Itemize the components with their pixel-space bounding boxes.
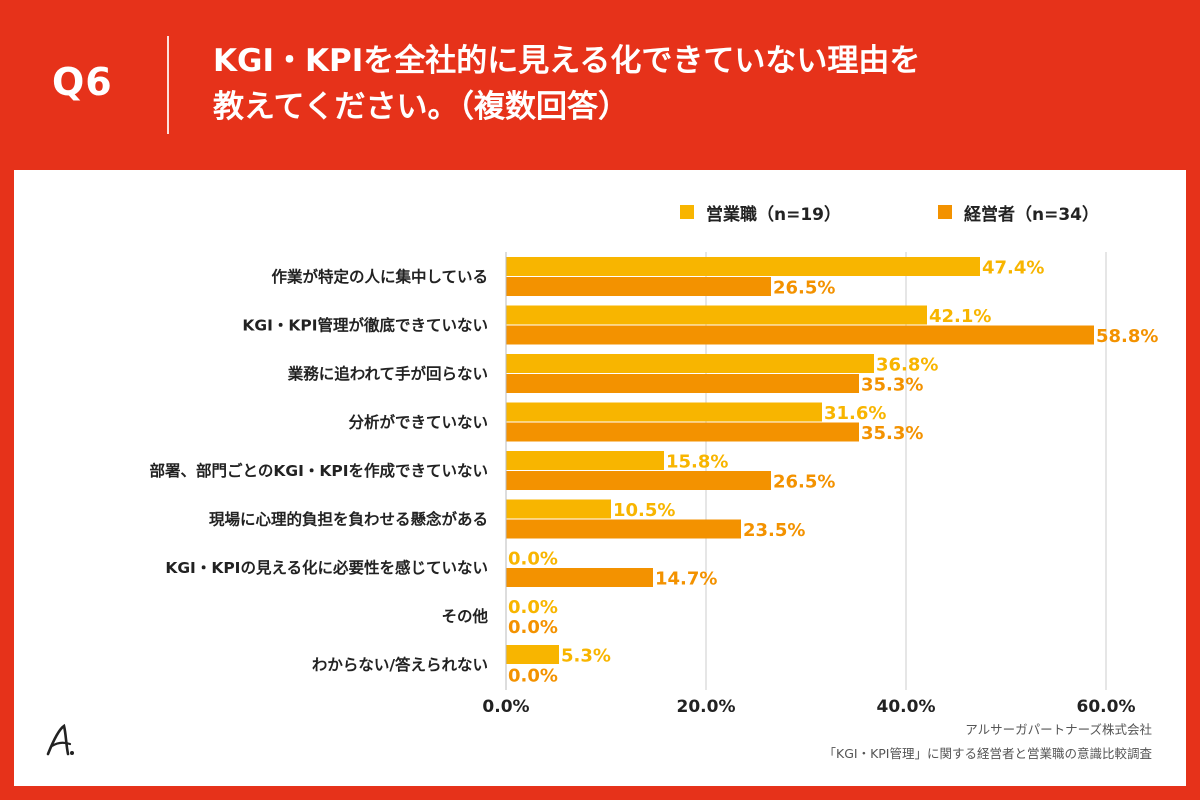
logo-mark-icon bbox=[46, 723, 74, 756]
x-tick-label: 20.0% bbox=[677, 697, 736, 717]
legend-item-sales: 営業職（n=19） bbox=[680, 200, 842, 225]
legend-swatch-executive bbox=[938, 205, 952, 219]
data-label: 26.5% bbox=[773, 278, 835, 299]
data-label: 0.0% bbox=[508, 666, 558, 687]
bar bbox=[506, 471, 771, 490]
bar bbox=[506, 374, 859, 393]
legend-item-executive: 経営者（n=34） bbox=[938, 200, 1100, 225]
data-label: 0.0% bbox=[508, 549, 558, 570]
data-label: 10.5% bbox=[613, 500, 675, 521]
source-company: アルサーガパートナーズ株式会社 bbox=[965, 722, 1152, 737]
data-label: 42.1% bbox=[929, 306, 991, 327]
data-label: 15.8% bbox=[666, 452, 728, 473]
bar bbox=[506, 354, 874, 373]
category-label: その他 bbox=[441, 607, 488, 626]
question-number: Q6 bbox=[52, 60, 113, 104]
legend-label-executive: 経営者（n=34） bbox=[964, 204, 1100, 225]
data-label: 23.5% bbox=[743, 520, 805, 541]
category-label: わからない/答えられない bbox=[312, 655, 488, 674]
legend-swatch-sales bbox=[680, 205, 694, 219]
x-tick-label: 0.0% bbox=[482, 697, 529, 717]
bar bbox=[506, 402, 822, 422]
title-line-1: KGI・KPIを全社的に見える化できていない理由を bbox=[213, 43, 921, 79]
bar bbox=[506, 277, 771, 296]
data-label: 58.8% bbox=[1096, 326, 1158, 347]
header-divider bbox=[167, 36, 169, 134]
data-label: 36.8% bbox=[876, 355, 938, 376]
data-label: 5.3% bbox=[561, 646, 611, 667]
data-label: 47.4% bbox=[982, 258, 1044, 279]
bar bbox=[506, 499, 611, 519]
bar bbox=[506, 325, 1094, 345]
source-credit: アルサーガパートナーズ株式会社 「KGI・KPI管理」に関する経営者と営業職の意… bbox=[824, 718, 1153, 766]
data-label: 31.6% bbox=[824, 403, 886, 424]
company-logo bbox=[42, 720, 78, 760]
data-label: 26.5% bbox=[773, 472, 835, 493]
category-label: KGI・KPI管理が徹底できていない bbox=[242, 316, 488, 335]
bar bbox=[506, 305, 927, 325]
legend-label-sales: 営業職（n=19） bbox=[706, 204, 842, 225]
category-label: 部署、部門ごとのKGI・KPIを作成できていない bbox=[150, 461, 489, 480]
source-survey: 「KGI・KPI管理」に関する経営者と営業職の意識比較調査 bbox=[823, 746, 1153, 761]
x-tick-label: 40.0% bbox=[877, 697, 936, 717]
category-label: 分析ができていない bbox=[348, 413, 488, 432]
x-tick-label: 60.0% bbox=[1077, 697, 1136, 717]
header: Q6 KGI・KPIを全社的に見える化できていない理由を 教えてください。（複数… bbox=[0, 0, 1200, 168]
category-label: 現場に心理的負担を負わせる懸念がある bbox=[209, 510, 488, 529]
bar bbox=[506, 257, 980, 276]
page-title: KGI・KPIを全社的に見える化できていない理由を 教えてください。（複数回答） bbox=[213, 38, 1153, 130]
category-label: KGI・KPIの見える化に必要性を感じていない bbox=[165, 558, 488, 577]
bar bbox=[506, 422, 859, 442]
data-label: 14.7% bbox=[655, 569, 717, 590]
bar bbox=[506, 451, 664, 470]
title-line-2: 教えてください。（複数回答） bbox=[213, 89, 630, 125]
category-label: 業務に追われて手が回らない bbox=[287, 364, 488, 383]
data-label: 0.0% bbox=[508, 597, 558, 618]
bar-chart: 47.4% 26.5% 作業が特定の人に集中している 42.1% 58.8% KGI・KP… bbox=[150, 252, 1158, 717]
chart-panel: 営業職（n=19） 経営者（n=34） 47.4% 26.5% 作業が特定の人に集中… bbox=[14, 170, 1186, 786]
category-label: 作業が特定の人に集中している bbox=[271, 267, 488, 286]
bar bbox=[506, 519, 741, 539]
data-label: 35.3% bbox=[861, 423, 923, 444]
bar bbox=[506, 645, 559, 664]
data-label: 0.0% bbox=[508, 617, 558, 638]
data-label: 35.3% bbox=[861, 375, 923, 396]
bar bbox=[506, 568, 653, 587]
